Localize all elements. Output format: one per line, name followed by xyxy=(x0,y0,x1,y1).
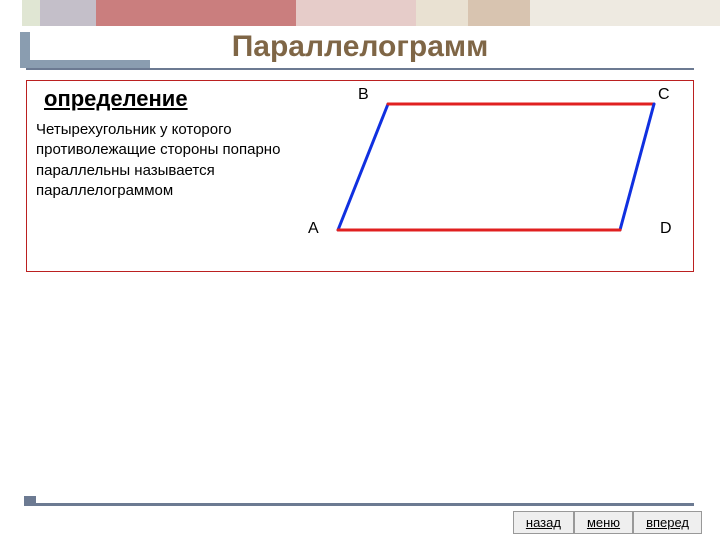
nav-bar: назад меню вперед xyxy=(513,511,702,534)
strip-segment xyxy=(468,0,530,26)
next-button[interactable]: вперед xyxy=(633,511,702,534)
parallelogram-diagram xyxy=(310,92,680,248)
page-title: Параллелограмм xyxy=(0,30,720,64)
strip-segment xyxy=(0,0,22,26)
strip-segment xyxy=(416,0,468,26)
strip-segment xyxy=(22,0,40,26)
strip-segment xyxy=(530,0,720,26)
title-rule xyxy=(26,68,694,70)
top-strip xyxy=(0,0,720,26)
bottom-rule xyxy=(24,503,694,506)
definition-heading: определение xyxy=(44,86,188,112)
definition-body: Четырехугольник у которого противолежащи… xyxy=(36,120,294,201)
back-button[interactable]: назад xyxy=(513,511,574,534)
strip-segment xyxy=(96,0,296,26)
strip-segment xyxy=(40,0,96,26)
menu-button[interactable]: меню xyxy=(574,511,633,534)
strip-segment xyxy=(296,0,416,26)
